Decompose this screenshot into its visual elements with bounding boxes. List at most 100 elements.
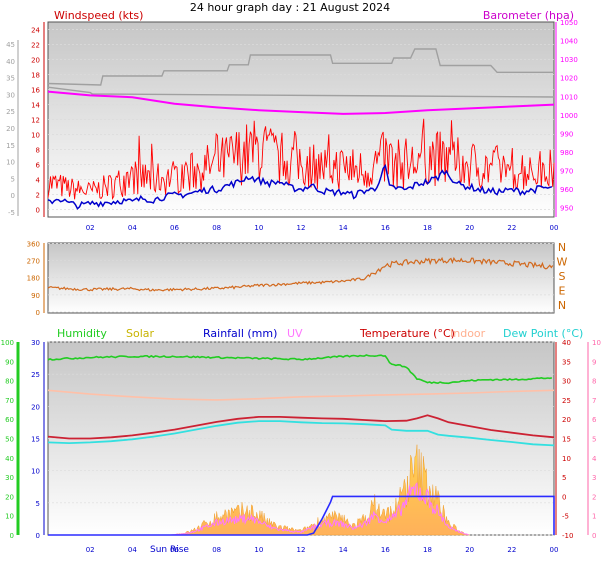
wind-kts-tick-label: 8 bbox=[36, 147, 40, 155]
uv-tick-label: 5 bbox=[592, 436, 596, 444]
humidity-line bbox=[47, 354, 553, 385]
direction-degree-tick-label: 0 bbox=[36, 309, 40, 317]
wind-x-tick-label: 06 bbox=[170, 224, 179, 232]
direction-degree-ticks: 360 270 180 90 0 bbox=[27, 240, 45, 317]
climate-x-tick-label: 08 bbox=[212, 546, 221, 554]
climate-x-tick-label: 14 bbox=[339, 546, 348, 554]
humidity-tick-label: 10 bbox=[5, 513, 14, 521]
barometer-tick-label: 1010 bbox=[560, 93, 578, 101]
legend-uv: UV bbox=[287, 327, 303, 340]
wind-kts-tick-label: 10 bbox=[31, 132, 40, 140]
barometer-tick-label: 1000 bbox=[560, 112, 578, 120]
uv-tick-label: 7 bbox=[592, 397, 596, 405]
temperature-tick-label: 40 bbox=[562, 339, 571, 347]
legend-indoor: Indoor bbox=[450, 327, 486, 340]
wind-kts-tick-label: 18 bbox=[31, 72, 40, 80]
climate-series bbox=[47, 354, 555, 536]
climate-x-tick-label: 10 bbox=[254, 546, 263, 554]
barometer-tick-label: 1040 bbox=[560, 38, 578, 46]
barometer-tick-label: 960 bbox=[560, 186, 573, 194]
direction-series bbox=[47, 256, 554, 292]
humidity-tick-label: 30 bbox=[5, 474, 14, 482]
humidity-tick-label: 60 bbox=[5, 416, 14, 424]
humidity-tick-label: 20 bbox=[5, 493, 14, 501]
uv-tick-label: 6 bbox=[592, 416, 597, 424]
direction-compass-tick-label: E bbox=[559, 285, 566, 298]
grey-trace-lower bbox=[47, 86, 555, 98]
temperature-tick-label: 15 bbox=[562, 436, 571, 444]
legend-solar: Solar bbox=[126, 327, 155, 340]
legend-humidity: Humidity bbox=[57, 327, 107, 340]
humidity-tick-label: 70 bbox=[5, 397, 14, 405]
temperature-tick-label: 30 bbox=[562, 378, 571, 386]
climate-x-tick-label: 22 bbox=[507, 546, 516, 554]
rainfall-tick-label: 25 bbox=[31, 371, 40, 379]
wind-grey-tick-label: 0 bbox=[11, 192, 15, 200]
windspeed-axis-label: Windspeed (kts) bbox=[54, 9, 143, 22]
barometer-tick-label: 950 bbox=[560, 205, 573, 213]
wind-grey-ticks: 45 40 35 30 25 20 15 10 5 0 -5 bbox=[6, 40, 19, 217]
climate-axis-ticks: 1009080706050403020100302520151050403530… bbox=[1, 339, 601, 540]
humidity-tick-label: 100 bbox=[1, 339, 14, 347]
direction-degree-tick-label: 90 bbox=[31, 292, 40, 300]
wind-kts-tick-label: 6 bbox=[36, 162, 41, 170]
uv-tick-label: 3 bbox=[592, 474, 596, 482]
wind-x-tick-label: 18 bbox=[423, 224, 432, 232]
legend-rainfall: Rainfall (mm) bbox=[203, 327, 277, 340]
graph-title: 24 hour graph day : 21 August 2024 bbox=[190, 1, 390, 14]
temperature-tick-label: 25 bbox=[562, 397, 571, 405]
temperature-tick-label: 10 bbox=[562, 455, 571, 463]
wind-kts-tick-label: 2 bbox=[36, 192, 40, 200]
temperature-tick-label: 20 bbox=[562, 416, 571, 424]
wind-x-tick-label: 22 bbox=[507, 224, 516, 232]
wind-grey-tick-label: 45 bbox=[6, 41, 15, 49]
wind-series bbox=[47, 48, 555, 210]
uv-tick-label: 8 bbox=[592, 378, 596, 386]
wind-x-tick-label: 16 bbox=[381, 224, 390, 232]
wind-kts-tick-label: 12 bbox=[31, 117, 40, 125]
temperature-tick-label: -10 bbox=[562, 532, 573, 540]
rainfall-tick-label: 15 bbox=[31, 436, 40, 444]
temperature-tick-label: 35 bbox=[562, 358, 571, 366]
sunrise-annotation: Sun Rise bbox=[150, 545, 189, 555]
humidity-tick-label: 0 bbox=[10, 532, 14, 540]
wind-grey-tick-label: 10 bbox=[6, 159, 15, 167]
direction-compass-tick-label: S bbox=[559, 270, 566, 283]
rainfall-tick-label: 0 bbox=[36, 532, 40, 540]
climate-x-tick-label: 04 bbox=[128, 546, 137, 554]
humidity-tick-label: 90 bbox=[5, 358, 14, 366]
uv-tick-label: 4 bbox=[592, 455, 597, 463]
uv-tick-label: 0 bbox=[592, 532, 596, 540]
temperature-tick-label: -5 bbox=[562, 513, 569, 521]
direction-degree-tick-label: 360 bbox=[27, 240, 40, 248]
climate-x-tick-label: 12 bbox=[297, 546, 306, 554]
climate-x-tick-label: 16 bbox=[381, 546, 390, 554]
direction-compass-tick-label: N bbox=[558, 241, 566, 254]
climate-x-tick-label: 18 bbox=[423, 546, 432, 554]
climate-panel: Humidity Solar Rainfall (mm) UV Temperat… bbox=[1, 327, 601, 555]
indoor-line bbox=[47, 389, 555, 401]
rainfall-tick-label: 20 bbox=[31, 403, 40, 411]
climate-x-tick-label: 02 bbox=[86, 546, 95, 554]
wind-x-tick-label: 00 bbox=[550, 224, 559, 232]
direction-compass-tick-label: W bbox=[557, 256, 568, 269]
barometer-ticks: 1050 1040 1030 1020 1010 1000 990 980 970 960 950 bbox=[555, 19, 578, 217]
barometer-axis-label: Barometer (hpa) bbox=[483, 9, 574, 22]
wind-grey-tick-label: 5 bbox=[11, 175, 15, 183]
wind-panel: Windspeed (kts) Barometer (hpa) 45403530… bbox=[6, 9, 578, 232]
direction-degree-tick-label: 180 bbox=[27, 275, 40, 283]
temperature-line bbox=[47, 414, 555, 440]
climate-x-tick-label: 00 bbox=[550, 546, 559, 554]
wind-x-tick-label: 08 bbox=[212, 224, 221, 232]
direction-gridlines bbox=[48, 243, 554, 313]
wind-grey-tick-label: 35 bbox=[6, 75, 15, 83]
wind-x-tick-label: 02 bbox=[86, 224, 95, 232]
humidity-tick-label: 50 bbox=[5, 436, 14, 444]
temperature-tick-label: 0 bbox=[562, 493, 566, 501]
temperature-tick-label: 5 bbox=[562, 474, 566, 482]
rainfall-tick-label: 30 bbox=[31, 339, 40, 347]
